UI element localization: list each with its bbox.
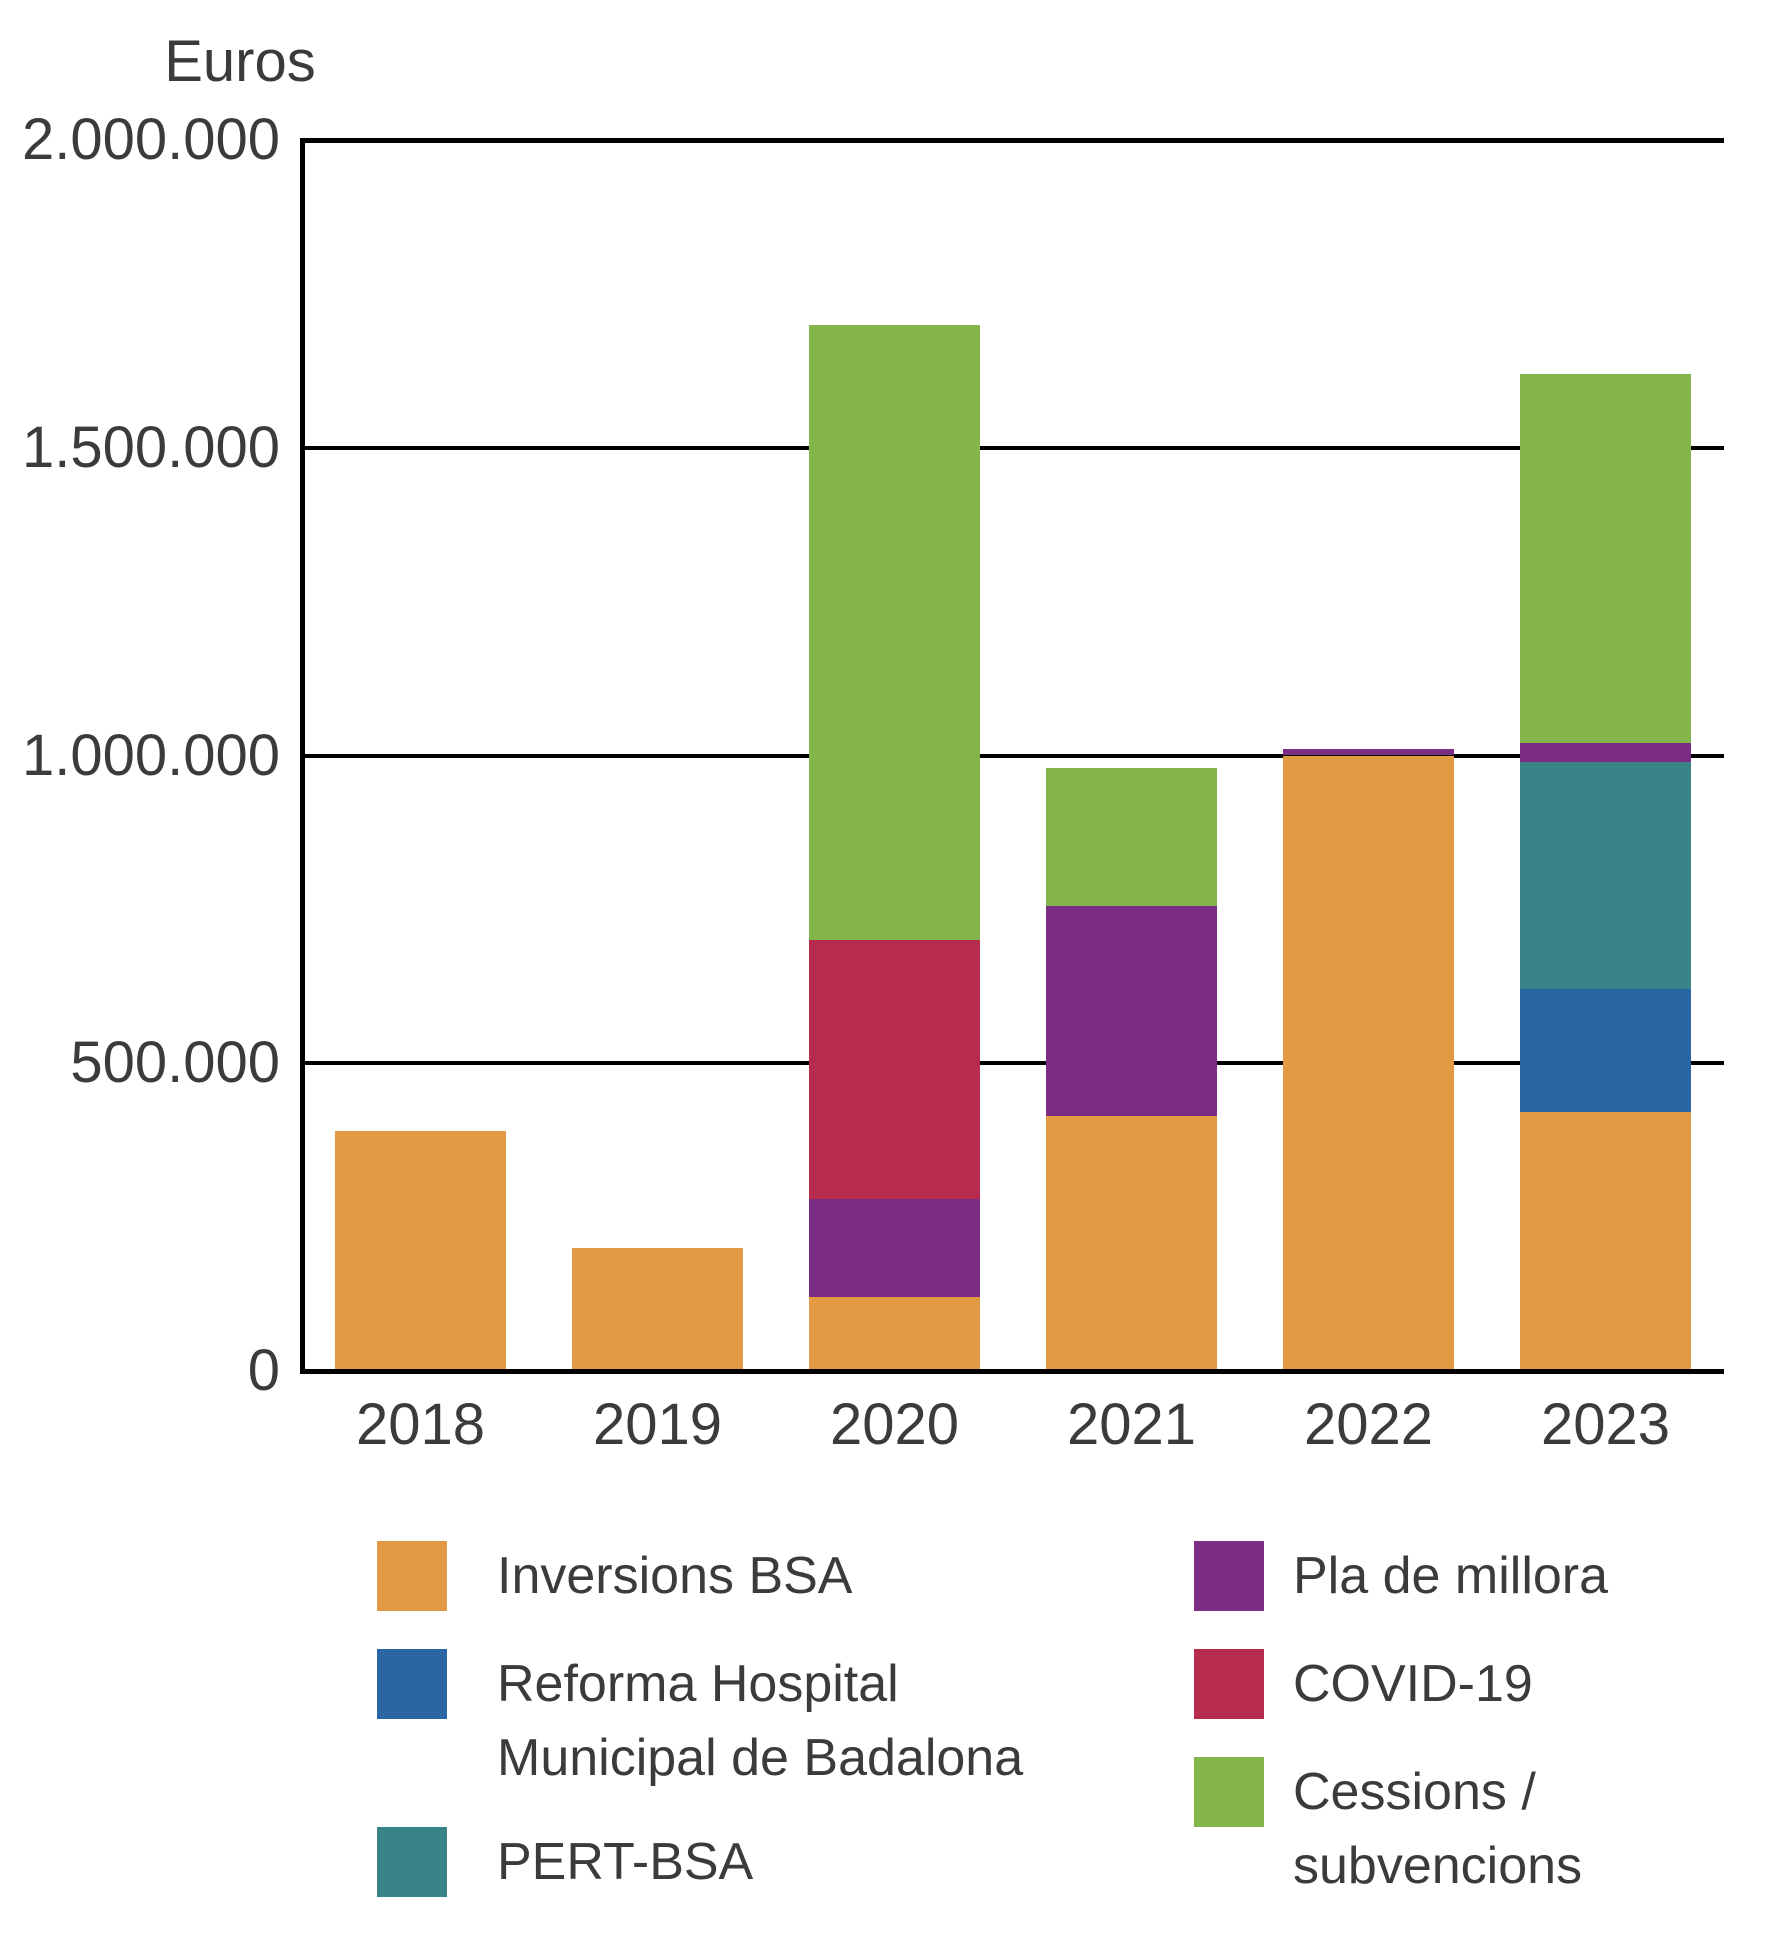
legend-item: COVID-19 [1194, 1649, 1533, 1721]
x-tick-label: 2023 [1540, 1392, 1671, 1457]
bar-segment [809, 1198, 980, 1298]
y-tick-label: 1.500.000 [21, 414, 280, 480]
x-tick-label: 2019 [592, 1392, 723, 1457]
bar-segment [1520, 743, 1691, 762]
legend-label: Pla de millora [1293, 1547, 1609, 1605]
legend-item: Inversions BSA [377, 1541, 853, 1613]
covid-19-swatch [1194, 1649, 1264, 1719]
bar-segment [1046, 906, 1217, 1116]
x-tick-label: 2020 [829, 1392, 960, 1457]
reforma-hospital-municipal-de-badalona-swatch [377, 1649, 447, 1719]
bar-segment [1283, 749, 1454, 756]
y-tick-label: 0 [247, 1338, 280, 1403]
x-tick-label: 2018 [355, 1392, 486, 1457]
bar-segment [1283, 755, 1454, 1371]
bar-segment [1046, 767, 1217, 907]
inversions-bsa-swatch [377, 1541, 447, 1611]
cessions-subvencions-swatch [1194, 1757, 1264, 1827]
pert-bsa-swatch [377, 1827, 447, 1897]
legend-item: PERT-BSA [377, 1827, 753, 1899]
y-tick-label: 500.000 [70, 1030, 280, 1096]
legend-label: Reforma Hospital Municipal de Badalona [497, 1655, 1024, 1787]
legend-item: Reforma Hospital Municipal de Badalona [377, 1649, 1023, 1795]
bar-segment [1046, 1115, 1217, 1371]
bar-segment [1520, 1112, 1691, 1371]
y-tick-label: 2.000.000 [21, 107, 280, 172]
chart-title: Euros [164, 29, 316, 94]
legend-label: PERT-BSA [497, 1833, 754, 1891]
x-axis-line [300, 1369, 1724, 1374]
legend-label: Cessions / subvencions [1293, 1763, 1583, 1895]
y-tick-label: 1.000.000 [21, 722, 280, 788]
x-tick-label: 2021 [1066, 1392, 1197, 1457]
bar-segment [1520, 989, 1691, 1113]
legend-label: Inversions BSA [497, 1547, 853, 1605]
gridline [304, 445, 1724, 450]
bar-segment [1520, 761, 1691, 990]
bar-segment [809, 1297, 980, 1371]
gridline [304, 753, 1724, 758]
legend-item: Pla de millora [1194, 1541, 1608, 1613]
y-axis-line [300, 138, 305, 1373]
bar-segment [809, 324, 980, 941]
bar-segment [1520, 373, 1691, 744]
legend-label: COVID-19 [1293, 1655, 1533, 1713]
pla-de-millora-swatch [1194, 1541, 1264, 1611]
bar-segment [335, 1130, 506, 1371]
plot-top-border [300, 138, 1724, 143]
gridline [304, 1061, 1724, 1066]
legend-item: Cessions / subvencions [1194, 1757, 1582, 1903]
bar-segment [572, 1247, 743, 1371]
x-tick-label: 2022 [1303, 1392, 1434, 1457]
bar-segment [809, 940, 980, 1199]
